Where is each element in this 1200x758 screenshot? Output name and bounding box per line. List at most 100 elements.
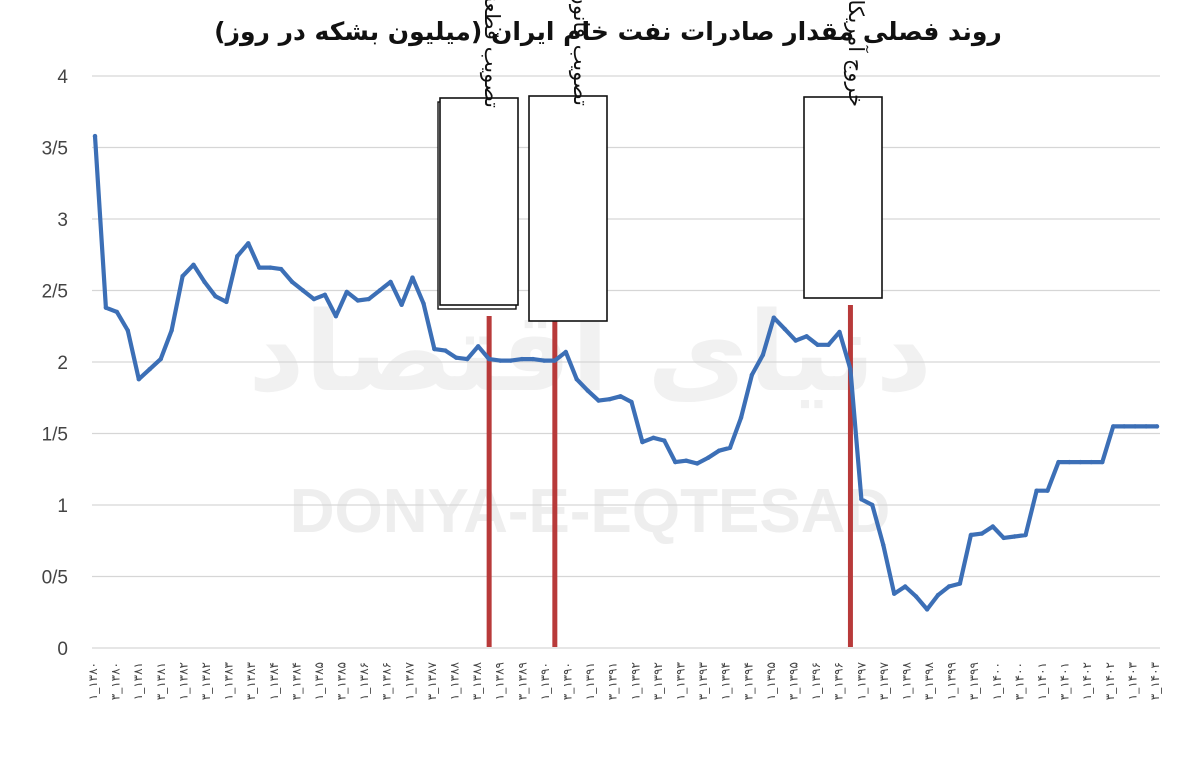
annotation-box: تصویب قطعنامه ۱۹۲۹: [437, 0, 519, 310]
x-tick-label: ۱_۱۳۹۶: [809, 662, 823, 700]
annotation-label: تصویب قطعنامه ۱۹۲۹: [479, 0, 504, 108]
x-tick-label: ۱_۱۳۹۳: [673, 661, 687, 700]
data-point: [377, 288, 382, 293]
watermark: دنیای اقتصاد DONYA-E-EQTESAD: [248, 288, 932, 546]
annotation-box: خروج آمریکا از برجام: [803, 0, 883, 299]
data-point: [158, 356, 163, 362]
data-point: [946, 584, 952, 589]
data-point: [881, 542, 886, 548]
data-point: [519, 356, 525, 362]
y-tick-label: 0: [57, 639, 68, 660]
y-tick-label: 2/5: [42, 282, 68, 303]
x-tick-label: ۳_۱۳۹۵: [786, 662, 800, 700]
data-point: [1111, 424, 1116, 429]
data-point: [497, 358, 503, 363]
data-point: [92, 133, 98, 139]
data-point: [629, 399, 634, 405]
x-tick-label: ۱_۱۳۹۷: [854, 661, 868, 700]
x-tick-label: ۱_۱۳۸۶: [357, 662, 371, 700]
event-annotations: تصویب قطعنامه ۱۹۲۹ تصویب قانون NDAA ۲۰۱۲ خ…: [437, 0, 883, 322]
x-tick-label: ۳_۱۴۰۰: [1012, 662, 1026, 700]
data-point: [716, 448, 722, 453]
data-point: [344, 289, 349, 295]
data-point: [924, 607, 930, 612]
data-point: [103, 305, 109, 310]
data-point: [311, 296, 317, 302]
y-tick-label: 4: [57, 67, 68, 88]
x-tick-label: ۱_۱۳۹۵: [764, 662, 778, 700]
x-tick-label: ۳_۱۳۸۹: [515, 662, 529, 700]
data-point: [169, 328, 174, 333]
x-tick-label: ۱_۱۳۹۹: [945, 662, 959, 700]
data-point: [804, 334, 809, 339]
x-tick-label: ۱_۱۳۹۲: [628, 662, 642, 700]
data-point: [1122, 424, 1127, 429]
data-point: [1078, 459, 1083, 465]
x-tick-label: ۳_۱۳۹۳: [696, 661, 710, 700]
data-point: [651, 435, 656, 440]
data-point: [213, 294, 218, 299]
x-tick-label: ۳_۱۳۸۲: [199, 662, 213, 700]
x-tick-label: ۳_۱۳۹۴: [741, 662, 755, 700]
x-tick-label: ۱_۱۳۹۴: [719, 662, 733, 700]
y-tick-label: 0/5: [42, 568, 68, 589]
x-tick-label: ۱_۱۳۸۸: [448, 661, 462, 700]
data-point: [1001, 535, 1006, 541]
data-point: [421, 301, 426, 306]
data-point: [837, 329, 842, 335]
data-point: [705, 455, 711, 460]
data-point: [235, 254, 240, 259]
data-point: [322, 292, 328, 297]
x-tick-label: ۳_۱۳۸۵: [335, 662, 349, 700]
data-point: [640, 439, 645, 445]
data-point: [1023, 532, 1028, 538]
x-tick-label: ۱_۱۴۰۰: [990, 662, 1004, 700]
data-point: [563, 349, 568, 355]
data-point: [1154, 424, 1160, 429]
data-points: [92, 133, 1160, 612]
annotation-label: تصویب قانون NDAA ۲۰۱۲: [568, 0, 593, 106]
data-point: [202, 279, 207, 285]
x-tick-label: ۳_۱۳۹۶: [832, 662, 846, 700]
data-point: [541, 358, 547, 363]
data-point: [738, 415, 744, 420]
x-tick-label: ۱_۱۳۸۵: [312, 662, 326, 700]
data-point: [333, 314, 339, 319]
x-tick-label: ۳_۱۳۹۲: [651, 662, 665, 700]
data-point: [585, 388, 590, 393]
x-tick-label: ۳_۱۳۹۹: [967, 662, 981, 700]
annotation-box: تصویب قانون NDAA ۲۰۱۲: [528, 0, 608, 322]
x-tick-label: ۱_۱۳۸۴: [267, 662, 281, 700]
data-point: [246, 241, 251, 246]
data-point: [278, 266, 284, 272]
y-tick-label: 1: [57, 496, 68, 517]
chart-title: روند فصلی مقدار صادرات نفت خام ایران (می…: [214, 17, 1002, 47]
data-point: [979, 531, 984, 536]
x-tick-label: ۱_۱۴۰۱: [1035, 662, 1049, 700]
data-point: [935, 592, 941, 598]
x-tick-label: ۳_۱۳۸۴: [289, 662, 303, 700]
data-point: [443, 348, 448, 353]
data-point: [224, 299, 229, 305]
data-point: [1067, 459, 1072, 465]
x-tick-label: ۱_۱۳۸۲: [176, 662, 190, 700]
x-tick-label: ۳_۱۳۹۸: [922, 661, 936, 700]
data-point: [815, 342, 820, 347]
data-point: [574, 377, 579, 382]
data-point: [1089, 459, 1094, 465]
data-point: [968, 532, 974, 538]
data-point: [684, 458, 689, 463]
data-point: [1100, 459, 1105, 465]
data-point: [289, 279, 295, 285]
x-tick-label: ۱_۱۳۹۰: [538, 662, 552, 700]
data-point: [530, 356, 536, 362]
data-point: [454, 355, 459, 360]
x-axis-ticks: ۱_۱۳۸۰ ۳_۱۳۸۰ ۱_۱۳۸۱ ۳_۱۳۸۱ ۱_۱۳۸۲ ۳_۱۳۸۲ ۱_۱۳…: [86, 661, 1162, 700]
x-tick-label: ۳_۱۳۸۶: [380, 662, 394, 700]
x-tick-label: ۳_۱۳۹۱: [606, 662, 620, 700]
data-point: [859, 497, 864, 502]
y-tick-label: 3/5: [42, 139, 68, 160]
data-point: [508, 358, 514, 363]
data-point: [826, 342, 831, 347]
